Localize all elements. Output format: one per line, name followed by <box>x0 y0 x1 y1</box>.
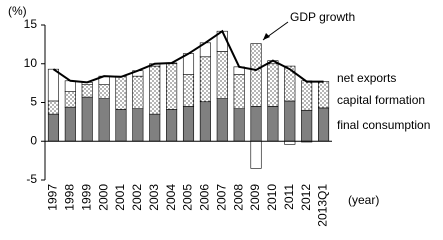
bar <box>318 81 330 109</box>
bar <box>250 140 262 169</box>
y-tick-label: 5 <box>30 95 37 109</box>
y-tick-label: 10 <box>24 56 38 70</box>
bar <box>64 80 76 92</box>
x-tick-label: 2001 <box>113 184 127 211</box>
bar <box>318 107 330 142</box>
bar <box>64 91 76 108</box>
bar <box>98 84 110 99</box>
bar <box>267 106 279 142</box>
bar <box>284 65 296 102</box>
annotation: GDP growth <box>290 10 355 24</box>
x-unit: (year) <box>348 193 379 207</box>
x-tick-label: 2003 <box>147 184 161 211</box>
y-tick-label: 15 <box>24 17 38 31</box>
x-tick-label: 2013Q1 <box>316 184 330 227</box>
annotation-arrowhead <box>263 33 270 40</box>
x-tick-label: 2010 <box>265 184 279 211</box>
bar <box>267 63 279 107</box>
bar <box>149 113 161 142</box>
x-tick-label: 2009 <box>248 184 262 211</box>
legend-label: net exports <box>337 71 396 85</box>
x-tick-label: 2005 <box>181 184 195 211</box>
x-tick-label: 2000 <box>96 184 110 211</box>
bar <box>199 56 211 103</box>
x-tick-label: 2006 <box>198 184 212 211</box>
bar <box>216 51 228 99</box>
bar <box>115 75 127 110</box>
legend-label: final consumption <box>337 118 430 132</box>
bar <box>182 106 195 142</box>
bar <box>81 96 93 142</box>
bar <box>250 106 262 142</box>
bar <box>166 63 178 110</box>
bar <box>47 100 59 115</box>
bar <box>149 65 161 115</box>
y-tick-label: -5 <box>26 172 37 186</box>
x-tick-label: 1999 <box>79 184 93 211</box>
x-tick-label: 2011 <box>282 184 296 210</box>
x-tick-label: 2002 <box>130 184 144 211</box>
x-tick-label: 2008 <box>231 184 245 211</box>
bar <box>216 98 228 142</box>
bar <box>182 74 195 107</box>
line <box>52 29 324 84</box>
bar <box>250 43 262 107</box>
bar <box>47 113 59 142</box>
bar <box>199 101 211 142</box>
bar <box>233 74 245 109</box>
y-unit: (%) <box>8 4 27 18</box>
bar <box>115 109 127 142</box>
bar <box>233 108 245 142</box>
legend-label: capital formation <box>337 93 425 107</box>
bar <box>98 98 110 142</box>
bar <box>284 100 296 142</box>
bar <box>64 106 76 142</box>
bar <box>132 75 144 110</box>
x-tick-label: 2012 <box>299 184 313 211</box>
bar <box>166 109 178 142</box>
bar <box>132 108 144 142</box>
x-tick-label: 2004 <box>164 184 178 211</box>
bar <box>81 84 93 98</box>
bar <box>301 109 313 142</box>
bar <box>47 68 59 102</box>
x-tick-label: 1997 <box>46 184 60 211</box>
x-tick-label: 2007 <box>214 184 228 211</box>
y-tick-label: 0 <box>30 133 37 147</box>
x-tick-label: 1998 <box>62 184 76 211</box>
bar <box>301 80 313 111</box>
